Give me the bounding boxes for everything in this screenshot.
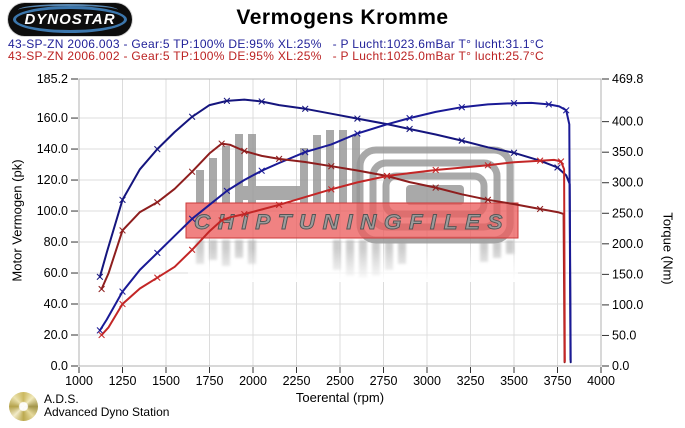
svg-text:2750: 2750: [370, 374, 398, 388]
legend-run-2: 43-SP-ZN 2006.002 - Gear:5 TP:100% DE:95…: [8, 49, 544, 63]
ads-pinwheel-icon: [9, 392, 38, 421]
svg-text:469.8: 469.8: [612, 72, 643, 86]
ads-name: Advanced Dyno Station: [44, 405, 170, 419]
y-axis-title-left: Motor Vermogen (pk): [9, 159, 25, 282]
series-power-run-002: [100, 158, 566, 363]
svg-text:2500: 2500: [326, 374, 354, 388]
svg-text:3250: 3250: [457, 374, 485, 388]
chiptuningfiles-watermark: CHIPTUNINGFILES: [185, 130, 519, 282]
svg-text:160.0: 160.0: [37, 111, 68, 125]
series-power-run-003: [98, 101, 572, 361]
svg-text:2000: 2000: [239, 374, 267, 388]
svg-text:4000: 4000: [587, 374, 615, 388]
y-axis-title-right: Torque (Nm): [660, 212, 676, 285]
axis-ticks: [71, 78, 609, 373]
svg-text:100.0: 100.0: [37, 204, 68, 218]
svg-text:185.2: 185.2: [37, 72, 68, 86]
legend-run-1: 43-SP-ZN 2006.003 - Gear:5 TP:100% DE:95…: [8, 37, 544, 51]
svg-text:3000: 3000: [413, 374, 441, 388]
svg-text:350.0: 350.0: [612, 145, 643, 159]
svg-text:1000: 1000: [65, 374, 93, 388]
svg-text:20.0: 20.0: [44, 328, 68, 342]
page-title: Vermogens Kromme: [236, 6, 449, 29]
markers-power-run-003: [96, 100, 570, 334]
svg-text:50.0: 50.0: [612, 328, 636, 342]
plot-border: [78, 78, 602, 367]
axis-tick-labels: 185.2 160.0 140.0 120.0 100.0 80.0 60.0 40.0 20.…: [37, 72, 644, 388]
svg-text:0.0: 0.0: [612, 359, 629, 373]
svg-text:3750: 3750: [544, 374, 572, 388]
svg-text:150.0: 150.0: [612, 267, 643, 281]
svg-text:140.0: 140.0: [37, 142, 68, 156]
svg-text:80.0: 80.0: [44, 235, 68, 249]
svg-text:300.0: 300.0: [612, 176, 643, 190]
svg-text:200.0: 200.0: [612, 237, 643, 251]
svg-text:1500: 1500: [152, 374, 180, 388]
logo-highlight: [18, 4, 118, 16]
curves: [96, 97, 572, 364]
svg-text:3500: 3500: [500, 374, 528, 388]
svg-text:1750: 1750: [196, 374, 224, 388]
dynostar-logo: DYNOSTAR: [8, 3, 132, 36]
markers-power-run-002: [98, 157, 565, 339]
watermark-text: CHIPTUNINGFILES: [194, 211, 510, 234]
svg-text:400.0: 400.0: [612, 115, 643, 129]
x-axis-title: Toerental (rpm): [295, 390, 385, 405]
svg-text:250.0: 250.0: [612, 206, 643, 220]
markers-torque-run-003: [96, 97, 561, 280]
svg-text:1250: 1250: [109, 374, 137, 388]
svg-text:120.0: 120.0: [37, 173, 68, 187]
svg-text:100.0: 100.0: [612, 298, 643, 312]
svg-text:2250: 2250: [283, 374, 311, 388]
svg-text:60.0: 60.0: [44, 266, 68, 280]
logo-text: DYNOSTAR: [24, 11, 116, 28]
ads-abbr: A.D.S.: [44, 392, 79, 406]
svg-text:40.0: 40.0: [44, 297, 68, 311]
svg-text:0.0: 0.0: [51, 359, 68, 373]
